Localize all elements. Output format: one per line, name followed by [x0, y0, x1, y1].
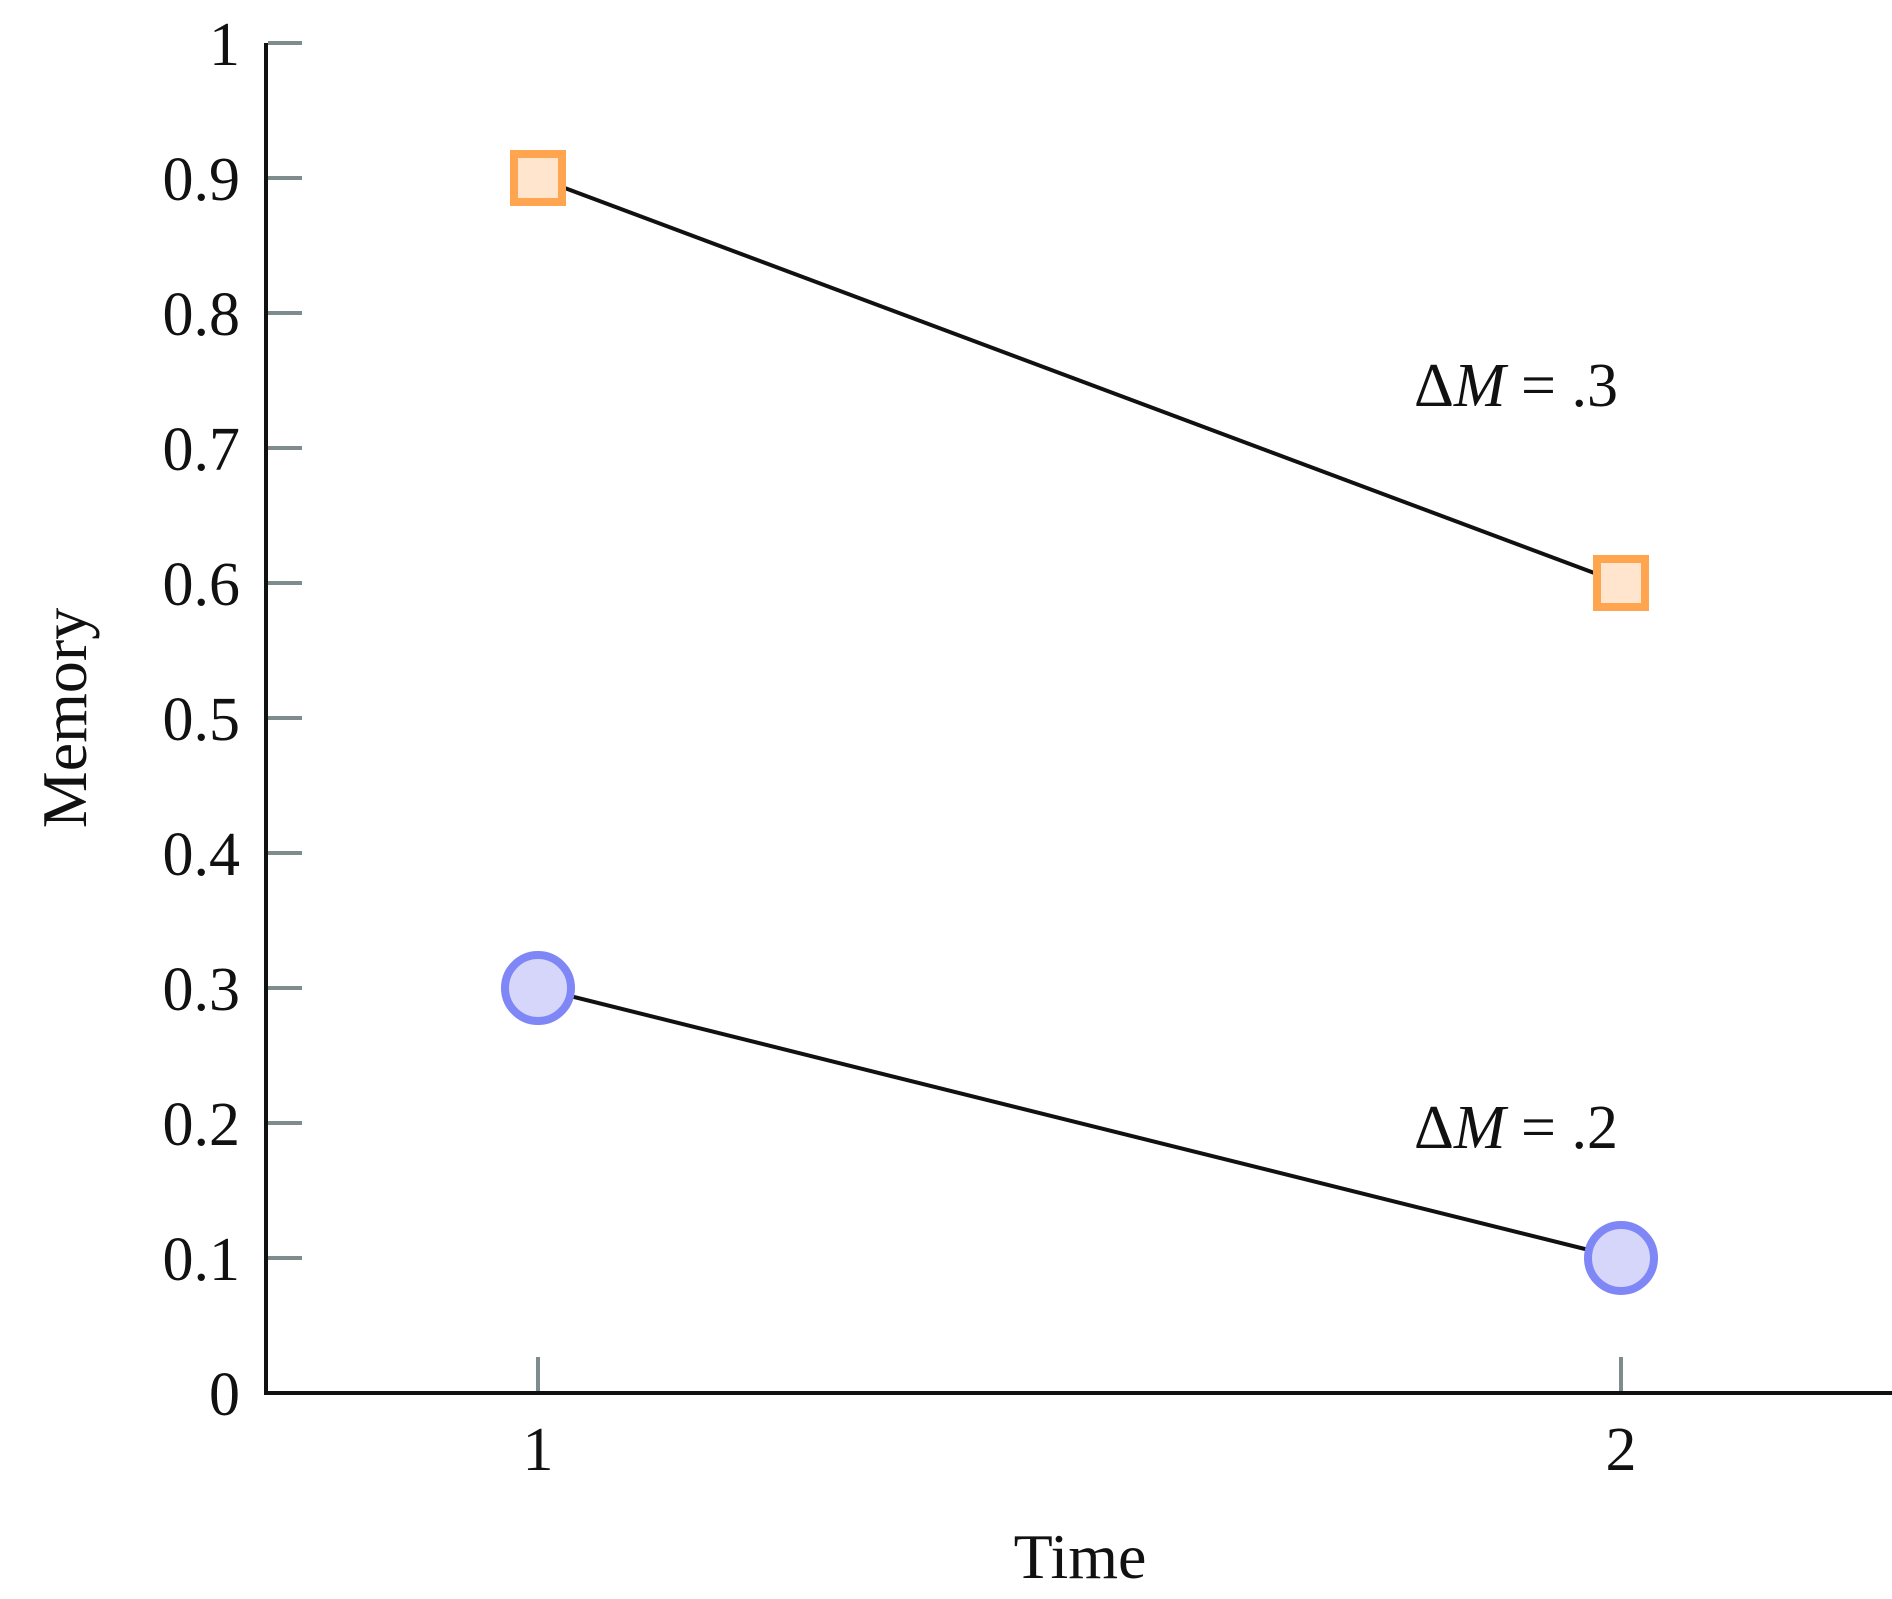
y-tick-label: 0.7 — [163, 416, 241, 484]
y-axis-ticks: 0 0.1 0.2 0.3 0.4 0.5 0.6 0.7 0.8 0.9 1 — [163, 11, 302, 1429]
annotation-high: ΔM = .3 — [1414, 352, 1618, 420]
series-group — [501, 150, 1658, 1295]
y-tick-label: 0.8 — [163, 281, 241, 349]
y-axis-label: Memory — [29, 608, 100, 828]
y-tick-label: 0.6 — [163, 551, 241, 619]
x-tick-label: 2 — [1606, 1416, 1637, 1484]
y-tick-label: 0 — [209, 1361, 240, 1429]
y-tick-label: 0.5 — [163, 686, 241, 754]
y-tick-label: 1 — [209, 11, 240, 79]
y-tick-label: 0.2 — [163, 1091, 241, 1159]
y-tick-label: 0.4 — [163, 821, 241, 889]
y-tick-label: 0.3 — [163, 956, 241, 1024]
circle-marker — [501, 951, 575, 1025]
series-line-low — [537, 986, 1622, 1260]
y-tick-label: 0.9 — [163, 146, 241, 214]
series-line-high — [537, 176, 1622, 585]
annotation-low: ΔM = .2 — [1414, 1094, 1618, 1162]
square-marker — [1593, 555, 1649, 611]
x-tick-label: 1 — [523, 1416, 554, 1484]
x-axis-label: Time — [1014, 1521, 1147, 1592]
y-tick-label: 0.1 — [163, 1226, 241, 1294]
circle-marker — [1584, 1221, 1658, 1295]
square-marker — [510, 150, 566, 206]
